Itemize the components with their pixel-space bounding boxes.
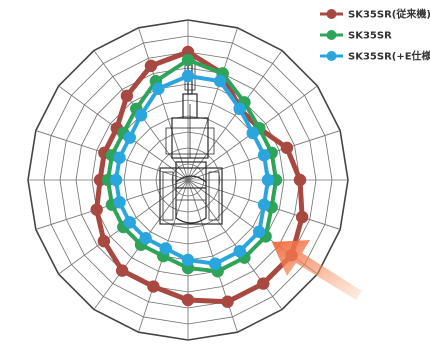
data-point <box>293 173 307 187</box>
data-point <box>261 173 275 187</box>
data-point <box>257 198 271 211</box>
data-point <box>295 210 309 224</box>
data-point <box>257 277 270 290</box>
data-point <box>152 82 165 95</box>
data-point <box>123 131 136 144</box>
data-point <box>246 126 259 140</box>
data-point <box>139 232 152 245</box>
grid-spoke <box>138 27 189 181</box>
data-point <box>147 280 160 293</box>
data-point <box>90 203 103 216</box>
legend-label: SK35SR <box>348 31 392 42</box>
legend-marker <box>326 9 337 19</box>
data-point <box>181 253 195 267</box>
data-point <box>109 173 123 187</box>
data-point <box>113 196 126 209</box>
legend: SK35SR(従来機) SK35SR SK35SR(+E仕様) <box>320 8 430 63</box>
data-point <box>159 242 172 255</box>
data-point <box>97 234 111 248</box>
data-point <box>144 59 158 73</box>
data-point <box>257 149 271 162</box>
data-point <box>123 216 136 229</box>
data-point <box>181 53 195 67</box>
data-point <box>280 141 294 155</box>
legend-marker <box>326 30 337 40</box>
data-point <box>233 244 246 258</box>
grid-spoke <box>187 27 238 181</box>
data-point <box>120 89 134 103</box>
data-point <box>233 102 246 116</box>
data-point <box>134 109 148 122</box>
data-point <box>115 264 129 277</box>
data-point <box>252 225 266 238</box>
data-point <box>221 295 234 308</box>
legend-label: SK35SR(従来機) <box>348 8 430 21</box>
data-point <box>181 293 195 307</box>
data-point <box>208 257 222 270</box>
legend-marker <box>326 51 337 61</box>
data-point <box>181 69 195 83</box>
legend-label: SK35SR(+E仕様) <box>348 50 430 63</box>
direction-arrow-icon <box>272 240 362 300</box>
data-point <box>113 151 126 164</box>
data-point <box>213 74 227 88</box>
